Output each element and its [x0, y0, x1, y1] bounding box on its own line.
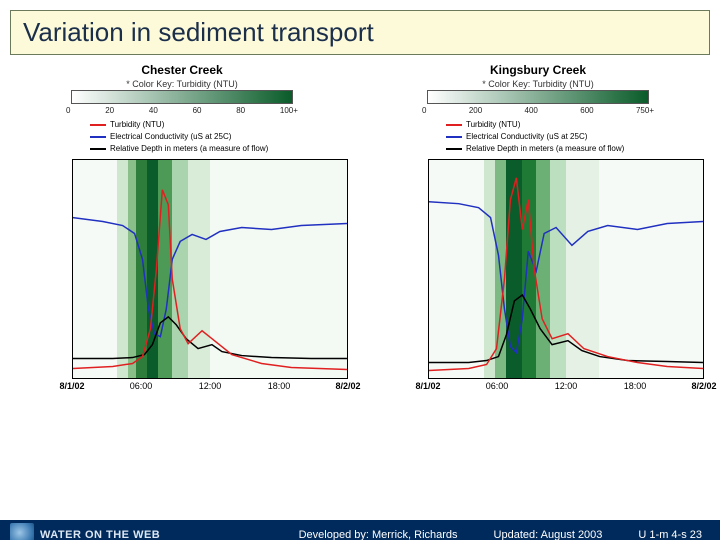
line-series — [429, 160, 703, 378]
legend-swatch — [446, 136, 462, 138]
slide-title: Variation in sediment transport — [23, 17, 697, 48]
plot-area: 10080604020 500400300200100 21 — [72, 159, 348, 379]
chart-title: Chester Creek — [12, 63, 352, 77]
legend-swatch — [90, 124, 106, 126]
footer-bar: WATER ON THE WEB Developed by: Merrick, … — [0, 520, 720, 540]
chart-title: Kingsbury Creek — [368, 63, 708, 77]
legend-item-depth: Relative Depth in meters (a measure of f… — [446, 143, 708, 155]
chart-panel-kingsbury: Kingsbury Creek * Color Key: Turbidity (… — [368, 63, 708, 395]
legend: Turbidity (NTU) Electrical Conductivity … — [12, 119, 352, 155]
colorkey-ticks: 0 200 400 600 750+ — [422, 106, 654, 115]
chart-panel-chester: Chester Creek * Color Key: Turbidity (NT… — [12, 63, 352, 395]
footer-updated: Updated: August 2003 — [476, 529, 621, 540]
colorkey-bar — [71, 90, 293, 104]
x-axis: 8/1/0206:0012:0018:008/2/02 — [428, 379, 704, 395]
x-axis: 8/1/0206:0012:0018:008/2/02 — [72, 379, 348, 395]
legend: Turbidity (NTU) Electrical Conductivity … — [368, 119, 708, 155]
plot-area: 750600450300150 500400300200100 21 — [428, 159, 704, 379]
colorkey-caption: * Color Key: Turbidity (NTU) — [12, 79, 352, 89]
footer-credit: Developed by: Merrick, Richards — [281, 529, 476, 540]
line-series — [73, 160, 347, 378]
charts-row: Chester Creek * Color Key: Turbidity (NT… — [0, 63, 720, 395]
footer-slideref: U 1-m 4-s 23 — [620, 529, 720, 540]
colorkey-bar — [427, 90, 649, 104]
colorkey-caption: * Color Key: Turbidity (NTU) — [368, 79, 708, 89]
colorkey-ticks: 0 20 40 60 80 100+ — [66, 106, 298, 115]
legend-item-ec: Electrical Conductivity (uS at 25C) — [90, 131, 352, 143]
legend-swatch — [90, 136, 106, 138]
slide: Variation in sediment transport Chester … — [0, 10, 720, 540]
globe-icon — [10, 523, 34, 540]
legend-swatch — [90, 148, 106, 150]
legend-swatch — [446, 124, 462, 126]
legend-item-ec: Electrical Conductivity (uS at 25C) — [446, 131, 708, 143]
legend-swatch — [446, 148, 462, 150]
footer-brand: WATER ON THE WEB — [40, 529, 160, 540]
title-box: Variation in sediment transport — [10, 10, 710, 55]
legend-item-turbidity: Turbidity (NTU) — [446, 119, 708, 131]
legend-item-turbidity: Turbidity (NTU) — [90, 119, 352, 131]
legend-item-depth: Relative Depth in meters (a measure of f… — [90, 143, 352, 155]
